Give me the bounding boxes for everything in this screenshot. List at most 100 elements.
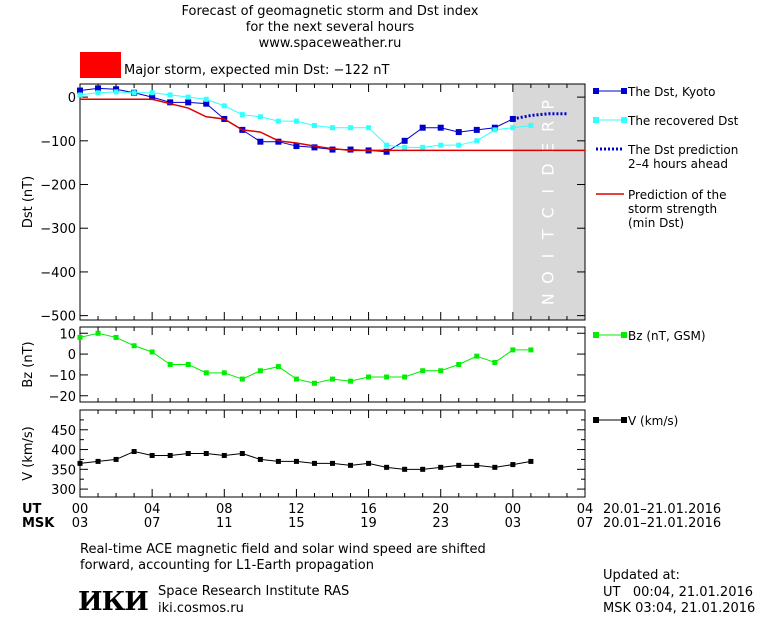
data-point: [329, 146, 336, 153]
data-point: [473, 126, 480, 133]
data-point: [203, 100, 210, 107]
series-line-2: [512, 112, 567, 121]
y-tick-label: 400: [51, 444, 76, 459]
data-point: [257, 456, 263, 462]
legend-label: The Dst prediction: [627, 143, 738, 157]
data-point: [149, 349, 155, 355]
data-point: [474, 138, 480, 144]
data-point: [113, 334, 119, 340]
data-point: [438, 142, 444, 148]
msk-tick-label: 19: [360, 516, 377, 531]
data-point: [113, 89, 119, 95]
note-line-1: Real-time ACE magnetic field and solar w…: [80, 542, 486, 557]
data-point: [131, 449, 137, 455]
storm-color-swatch: [80, 52, 121, 78]
data-point: [167, 99, 174, 106]
data-point: [402, 144, 408, 150]
data-point: [167, 362, 173, 367]
y-tick-label: −500: [40, 310, 76, 325]
data-point: [185, 99, 192, 106]
institute-url[interactable]: iki.cosmos.ru: [158, 601, 244, 616]
data-point: [528, 123, 534, 129]
y-tick-label: 10: [59, 327, 76, 342]
prediction-band: [512, 84, 585, 320]
data-point: [492, 464, 498, 470]
note-line-2: forward, accounting for L1-Earth propaga…: [80, 558, 374, 573]
legend-marker: [621, 88, 627, 94]
data-point: [203, 451, 209, 456]
prediction-letter: O: [538, 271, 557, 284]
data-point: [420, 466, 426, 472]
msk-tick-label: 23: [432, 516, 449, 531]
chart-title: Forecast of geomagnetic storm and Dst in…: [181, 4, 479, 19]
legend-label: Bz (nT, GSM): [628, 329, 706, 343]
data-point: [293, 118, 299, 124]
legend-label: 2–4 hours ahead: [628, 157, 728, 171]
y-axis-label: Bz (nT): [21, 341, 36, 387]
legend-label: The recovered Dst: [627, 114, 739, 128]
data-point: [275, 118, 281, 124]
legend-label: (min Dst): [628, 216, 684, 230]
data-point: [113, 456, 119, 462]
ut-tick-label: 12: [288, 502, 305, 517]
data-point: [510, 125, 516, 131]
data-point: [293, 376, 299, 382]
y-tick-label: −300: [40, 222, 76, 237]
site-url[interactable]: www.spaceweather.ru: [258, 36, 402, 51]
data-point: [311, 123, 317, 129]
updated-ut: UT 00:04, 21.01.2016: [603, 585, 754, 600]
y-tick-label: −400: [40, 266, 76, 281]
data-point: [384, 142, 390, 148]
y-tick-label: −200: [40, 179, 76, 194]
data-point: [510, 462, 516, 468]
data-point: [311, 460, 317, 466]
data-point: [167, 92, 173, 98]
legend-marker: [593, 332, 599, 338]
msk-tick-label: 15: [288, 516, 305, 531]
updated-msk: MSK 03:04, 21.01.2016: [603, 601, 756, 616]
updated-label: Updated at:: [603, 568, 680, 583]
data-point: [293, 458, 299, 464]
data-point: [348, 462, 354, 468]
data-point: [528, 458, 534, 464]
ut-tick-label: 04: [143, 502, 161, 517]
y-tick-label: 450: [51, 424, 76, 439]
data-point: [474, 462, 480, 468]
msk-tick-label: 07: [143, 516, 161, 531]
prediction-letter: R: [538, 121, 557, 132]
data-point: [113, 86, 120, 93]
data-point: [348, 125, 354, 131]
data-point: [455, 129, 462, 136]
data-point: [366, 374, 372, 380]
msk-tick-label: 03: [71, 516, 89, 531]
msk-tick-label: 11: [216, 516, 233, 531]
data-point: [239, 112, 245, 118]
prediction-letter: I: [538, 254, 557, 259]
data-point: [419, 124, 426, 131]
data-point: [275, 138, 282, 145]
msk-tick-label: 07: [576, 516, 594, 531]
legend-marker: [621, 417, 627, 423]
data-point: [239, 451, 245, 456]
panel-frame: [79, 409, 586, 498]
data-point: [185, 451, 191, 456]
iki-logo: ИКИ: [78, 587, 149, 617]
data-point: [95, 458, 101, 464]
data-point: [420, 144, 426, 150]
data-point: [492, 127, 498, 133]
data-point: [149, 94, 156, 101]
series-line-0: [80, 450, 531, 470]
data-point: [438, 464, 444, 470]
data-point: [330, 376, 335, 382]
data-point: [348, 378, 354, 384]
data-point: [257, 368, 263, 374]
data-point: [347, 146, 354, 153]
y-axis-label: V (km/s): [21, 426, 36, 481]
prediction-letter: I: [538, 189, 557, 194]
legend-marker: [621, 117, 627, 123]
data-point: [366, 460, 372, 466]
data-point: [311, 144, 318, 151]
ut-tick-label: 00: [504, 502, 522, 517]
prediction-letter: C: [538, 207, 557, 218]
data-point: [275, 458, 281, 464]
